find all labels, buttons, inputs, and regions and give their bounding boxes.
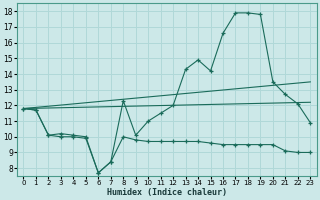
X-axis label: Humidex (Indice chaleur): Humidex (Indice chaleur) <box>107 188 227 197</box>
